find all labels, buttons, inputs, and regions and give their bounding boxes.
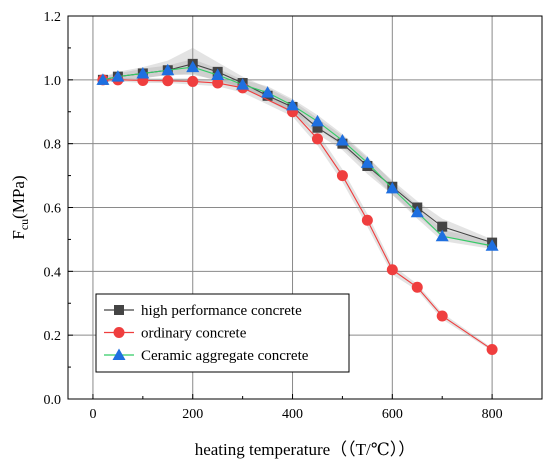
data-point	[361, 214, 373, 226]
data-point	[186, 60, 200, 73]
y-tick-label: 0.6	[44, 202, 62, 217]
legend: high performance concrete ordinary concre…	[95, 293, 350, 373]
legend-item: high performance concrete	[104, 303, 302, 319]
y-tick-label: 1.2	[44, 10, 62, 25]
data-point	[136, 66, 150, 79]
y-tick-label: 0.4	[44, 265, 62, 280]
data-point	[187, 75, 199, 87]
data-point	[386, 264, 398, 276]
data-point	[236, 78, 250, 90]
x-tick-label: 600	[382, 407, 403, 422]
legend-label: Ceramic aggregate concrete	[141, 348, 309, 364]
data-point	[286, 98, 300, 111]
data-point	[212, 77, 224, 89]
data-point	[485, 239, 499, 251]
data-point	[411, 281, 423, 293]
y-axis-title-main: F	[9, 230, 28, 239]
data-point	[436, 310, 448, 322]
y-axis-title-subscript: cu	[17, 219, 31, 230]
y-tick-label: 0.0	[44, 393, 62, 408]
legend-item: Ceramic aggregate concrete	[104, 348, 309, 364]
legend-items: high performance concrete ordinary concre…	[104, 303, 309, 364]
legend-box	[95, 293, 350, 373]
y-tick-label: 0.2	[44, 329, 62, 344]
data-point	[435, 229, 449, 242]
confidence-band	[102, 47, 493, 248]
legend-marker	[114, 305, 124, 315]
legend-label: ordinary concrete	[141, 326, 247, 342]
y-axis-title-unit: (MPa)	[9, 175, 28, 218]
data-point	[486, 344, 498, 356]
data-point	[410, 205, 424, 218]
legend-marker	[113, 327, 125, 338]
series-line	[102, 66, 493, 247]
x-tick-label: 200	[182, 407, 203, 422]
x-tick-label: 800	[482, 407, 503, 422]
legend-marker	[112, 348, 126, 360]
y-tick-label: 0.8	[44, 138, 62, 153]
data-point	[162, 75, 174, 87]
data-point	[311, 133, 323, 145]
data-point	[211, 68, 225, 81]
y-tick-label: 1.0	[44, 74, 62, 89]
data-point	[385, 181, 399, 194]
series-layer	[96, 58, 499, 356]
data-point	[310, 114, 324, 127]
data-point	[360, 156, 374, 168]
y-axis-title: Fcu(MPa)	[9, 175, 31, 239]
data-point	[111, 70, 125, 82]
legend-item: ordinary concrete	[104, 326, 247, 342]
x-tick-label: 0	[89, 407, 96, 422]
x-axis-title: heating temperature（（T/℃））	[195, 440, 416, 459]
data-point	[336, 170, 348, 182]
data-point	[261, 86, 275, 98]
data-point	[312, 122, 323, 133]
data-point	[335, 133, 349, 146]
data-point	[161, 63, 175, 76]
data-point	[96, 73, 110, 85]
data-point	[437, 221, 448, 232]
legend-label: high performance concrete	[141, 303, 302, 319]
tick-layer: 0 200 400 600 800 0.0 0.2 0.4 0.6 0.8 1.0 1.2	[44, 10, 503, 422]
x-tick-label: 400	[282, 407, 303, 422]
series-triangle	[96, 60, 499, 251]
